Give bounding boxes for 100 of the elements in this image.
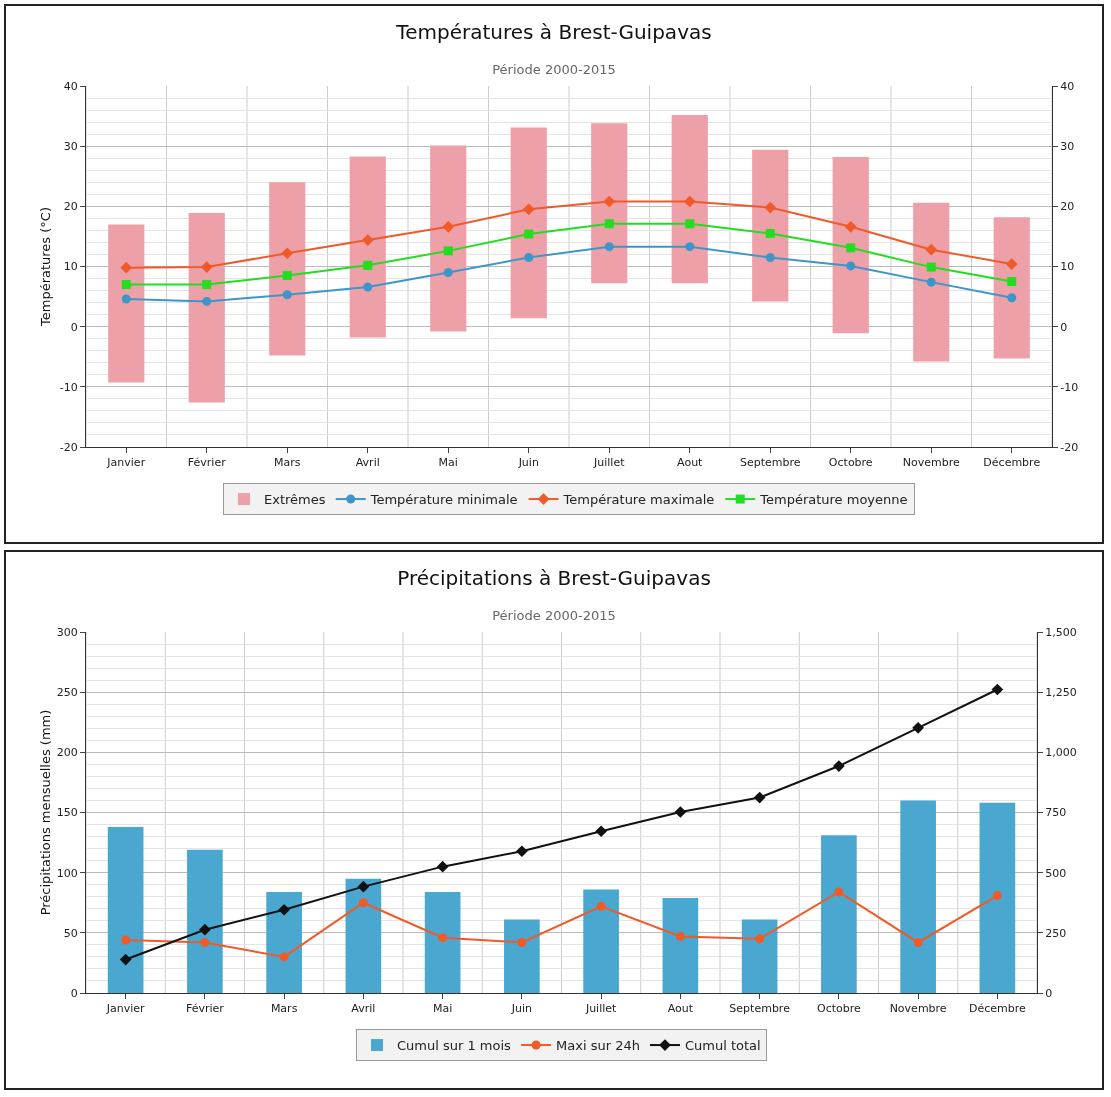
x-tick-label: Septembre bbox=[739, 456, 801, 470]
point bbox=[846, 243, 856, 253]
point bbox=[516, 845, 528, 858]
x-tick-label: Mai bbox=[432, 1002, 453, 1016]
point bbox=[199, 923, 211, 936]
x-tick-label: Décembre bbox=[968, 1002, 1027, 1016]
x-tick-label: Février bbox=[185, 1002, 225, 1016]
y2-tick-label: -20 bbox=[1060, 440, 1079, 454]
chart-title: Températures à Brest-Guipavas bbox=[395, 19, 712, 44]
y-tick-label: 200 bbox=[56, 746, 78, 760]
x-tick-label: Juin bbox=[517, 456, 539, 470]
point bbox=[1007, 277, 1017, 287]
bar bbox=[671, 114, 708, 284]
point bbox=[121, 294, 131, 304]
point bbox=[925, 243, 938, 256]
point bbox=[119, 953, 132, 966]
point bbox=[674, 806, 687, 818]
point bbox=[443, 246, 453, 256]
point bbox=[281, 247, 294, 260]
y-tick-label: 150 bbox=[56, 806, 78, 820]
legend-label: Température maximale bbox=[562, 492, 715, 508]
y2-tick-label: 20 bbox=[1060, 200, 1075, 214]
y2-tick-label: 0 bbox=[1060, 320, 1068, 334]
point bbox=[524, 229, 534, 239]
bar bbox=[349, 156, 386, 338]
point bbox=[278, 903, 290, 916]
y-tick-label: 40 bbox=[63, 79, 78, 93]
point bbox=[913, 937, 923, 947]
bar bbox=[993, 217, 1030, 359]
y2-tick-label: 250 bbox=[1045, 926, 1067, 940]
legend-label: Extrêmes bbox=[264, 492, 326, 508]
chart-subtitle: Période 2000-2015 bbox=[492, 607, 616, 623]
point bbox=[846, 261, 856, 271]
chart-subtitle: Période 2000-2015 bbox=[492, 61, 616, 77]
legend-label: Température minimale bbox=[369, 492, 518, 508]
y-tick-label: -20 bbox=[59, 440, 78, 454]
point bbox=[517, 937, 527, 947]
y2-tick-label: -10 bbox=[1060, 380, 1079, 394]
x-tick-label: Aout bbox=[677, 456, 704, 470]
x-tick-label: Février bbox=[187, 456, 227, 470]
x-tick-label: Juin bbox=[510, 1002, 533, 1016]
point bbox=[844, 220, 857, 233]
point bbox=[992, 891, 1002, 901]
y2-tick-label: 1,250 bbox=[1045, 686, 1077, 700]
y-tick-label: 0 bbox=[70, 320, 78, 334]
x-tick-label: Septembre bbox=[729, 1002, 791, 1016]
y-tick-label: 20 bbox=[63, 200, 78, 214]
y2-tick-label: 40 bbox=[1060, 79, 1075, 93]
y-tick-label: 10 bbox=[63, 260, 78, 274]
y-axis-title: Températures (°C) bbox=[38, 207, 53, 327]
x-tick-label: Avril bbox=[351, 1002, 376, 1016]
bar bbox=[662, 897, 699, 993]
bar bbox=[108, 224, 145, 383]
point bbox=[436, 860, 449, 873]
bar bbox=[591, 123, 628, 284]
y-tick-label: 0 bbox=[70, 986, 78, 1000]
y2-tick-label: 750 bbox=[1045, 806, 1067, 820]
bar bbox=[583, 889, 619, 993]
point bbox=[363, 282, 373, 292]
bar bbox=[345, 878, 382, 993]
point bbox=[524, 252, 534, 262]
bar bbox=[504, 919, 540, 993]
y2-tick-label: 30 bbox=[1060, 140, 1075, 154]
point bbox=[765, 228, 775, 238]
point bbox=[604, 242, 614, 252]
point bbox=[442, 220, 455, 233]
x-tick-label: Octobre bbox=[828, 456, 873, 470]
y-axis-title: Précipitations mensuelles (mm) bbox=[38, 709, 53, 916]
legend-label: Température moyenne bbox=[759, 492, 908, 508]
point bbox=[202, 280, 212, 290]
x-tick-label: Janvier bbox=[106, 456, 146, 470]
point bbox=[200, 261, 213, 273]
bar bbox=[821, 835, 857, 993]
bar bbox=[188, 212, 225, 403]
y2-tick-label: 500 bbox=[1045, 866, 1067, 880]
x-tick-label: Juillet bbox=[593, 456, 626, 470]
bar bbox=[741, 919, 778, 993]
point bbox=[120, 261, 133, 274]
legend-label: Cumul total bbox=[684, 1038, 761, 1054]
point bbox=[912, 721, 924, 734]
point bbox=[595, 825, 607, 838]
bar bbox=[752, 149, 789, 302]
point bbox=[282, 290, 292, 300]
point bbox=[834, 887, 844, 897]
bar bbox=[424, 891, 461, 993]
point bbox=[121, 935, 131, 945]
y-tick-label: 30 bbox=[63, 140, 78, 154]
point bbox=[282, 271, 292, 281]
point bbox=[833, 760, 845, 772]
bar bbox=[107, 826, 144, 993]
point bbox=[1007, 293, 1017, 303]
point bbox=[603, 195, 616, 208]
y-tick-label: 100 bbox=[56, 866, 78, 880]
point bbox=[357, 880, 370, 893]
y-tick-label: -10 bbox=[59, 380, 78, 394]
point bbox=[683, 195, 696, 208]
bar bbox=[913, 202, 950, 362]
point bbox=[685, 242, 695, 252]
x-tick-label: Avril bbox=[355, 456, 380, 470]
y-tick-label: 250 bbox=[56, 686, 78, 700]
